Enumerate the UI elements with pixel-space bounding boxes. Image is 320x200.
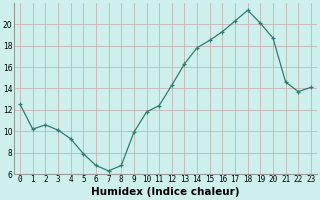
X-axis label: Humidex (Indice chaleur): Humidex (Indice chaleur)	[91, 187, 240, 197]
